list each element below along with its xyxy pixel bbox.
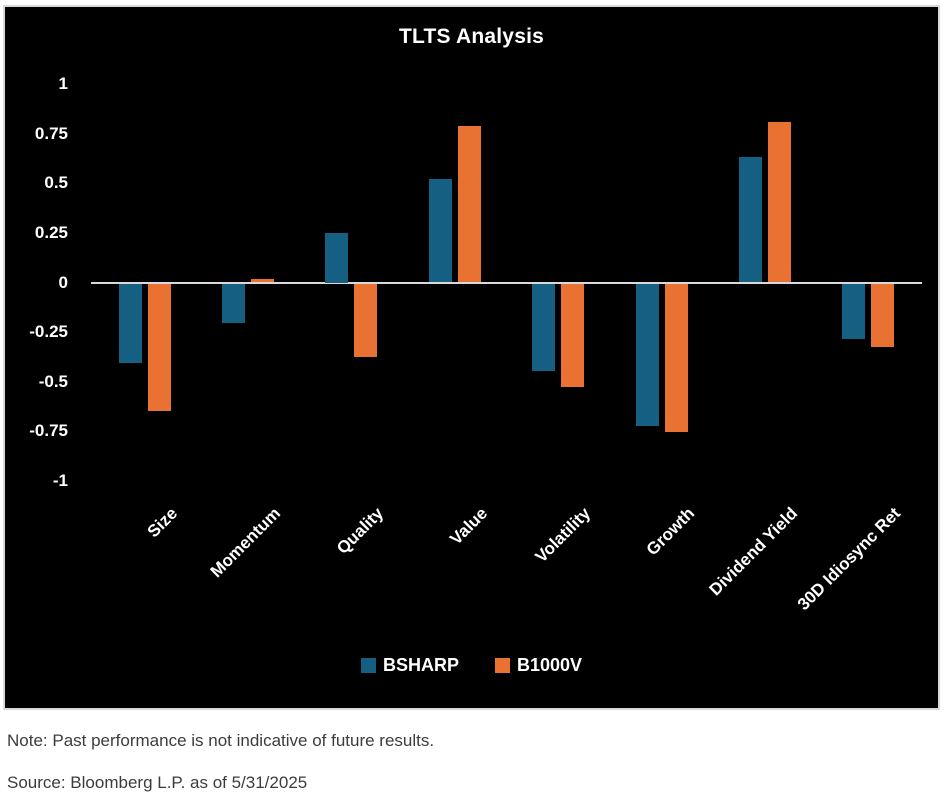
bar-bsharp-dividend-yield [738,157,762,283]
bar-b1000v-size [147,283,171,411]
legend-item-bsharp: BSHARP [360,655,459,676]
y-tick-label-0-25: -0.25 [29,322,68,342]
y-tick-label-0-75: 0.75 [34,123,68,143]
bar-b1000v-growth [664,283,688,433]
y-tick-label-0-75: -0.75 [29,421,68,441]
legend: BSHARP B1000V [5,655,938,676]
bar-b1000v-value [457,125,481,283]
y-tick-label-0: 0 [58,272,68,292]
bar-b1000v-momentum [251,278,275,283]
source-text: Source: Bloomberg L.P. as of 5/31/2025 [7,773,308,792]
y-tick-label-0-5: -0.5 [38,371,68,391]
bar-bsharp-momentum [222,283,246,324]
legend-item-b1000v: B1000V [494,655,583,676]
y-tick-label-0-5: 0.5 [44,173,68,193]
zero-axis-line [91,281,922,284]
bar-bsharp-30d-idiosync-ret [842,283,866,340]
bar-bsharp-quality [325,232,349,283]
bar-b1000v-30d-idiosync-ret [871,283,895,348]
bar-bsharp-volatility [532,283,556,371]
plot-area [91,84,922,481]
y-tick-label-1: -1 [52,471,68,490]
chart-title: TLTS Analysis [399,25,544,48]
bar-bsharp-value [428,179,452,283]
legend-label: BSHARP [382,655,459,675]
bar-b1000v-dividend-yield [767,121,791,283]
chart-panel: TLTS Analysis 1 0.75 0.5 0.25 0 -0.25 -0.5 -0.7… [5,7,938,708]
bar-bsharp-size [118,283,142,363]
legend-label: B1000V [516,655,583,675]
legend-swatch-icon [494,658,510,673]
bar-bsharp-growth [635,283,659,427]
y-tick-label-0-25: 0.25 [34,222,68,242]
bar-b1000v-volatility [561,283,585,387]
bar-b1000v-quality [354,283,378,357]
legend-swatch-icon [360,658,376,673]
note-text: Note: Past performance is not indicative… [7,731,435,750]
y-tick-label-1: 1 [58,74,68,93]
